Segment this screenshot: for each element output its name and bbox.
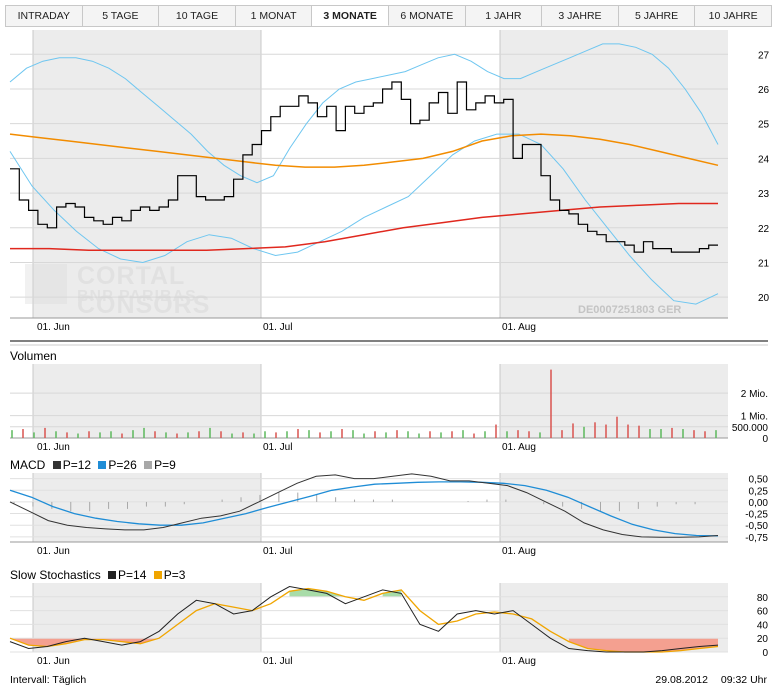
tab-10-jahre[interactable]: 10 JAHRE <box>708 10 758 22</box>
volume-shaded-region <box>33 364 261 438</box>
volume-x-tick-label: 01. Jul <box>263 442 292 453</box>
tab-intraday[interactable]: INTRADAY <box>6 6 83 26</box>
price-y-tick-label: 21 <box>758 258 770 269</box>
legend-square-icon <box>108 571 117 579</box>
price-y-tick-label: 26 <box>758 85 770 96</box>
price-y-tick-label: 23 <box>758 189 770 200</box>
moving-average-short-line <box>9 133 719 168</box>
volume-y-tick-label: 2 Mio. <box>741 389 768 400</box>
macd-shaded-region <box>33 473 261 542</box>
tab-5-tage[interactable]: 5 TAGE <box>83 6 160 26</box>
macd-y-tick-label: 0,50 <box>749 475 769 486</box>
watermark-line1: CORTAL CONSORS <box>77 262 211 319</box>
cortal-consors-watermark: CORTAL CONSORS BNP PARIBAS <box>25 262 305 319</box>
moving-average-long-line <box>10 202 718 252</box>
macd-x-tick-label: 01. Jul <box>263 546 292 557</box>
footer-time: 09:32 Uhr <box>720 674 767 686</box>
overbought-band-fill <box>289 588 346 597</box>
macd-p12-line <box>9 473 719 538</box>
stoch-y-tick-label: 20 <box>757 634 769 645</box>
footer-date: 29.08.2012 <box>655 674 708 686</box>
volume-y-tick-label: 0 <box>762 434 768 445</box>
macd-pane-title: MACD P=12 P=26 P=9 <box>10 458 176 472</box>
legend-square-icon <box>153 571 162 579</box>
macd-x-tick-label: 01. Aug <box>502 546 536 557</box>
macd-y-tick-label: -0,75 <box>745 533 768 544</box>
watermark-line2: BNP PARIBAS <box>77 288 197 305</box>
tab-3-jahre[interactable]: 3 JAHRE <box>542 6 619 26</box>
volume-pane-title: Volumen <box>10 349 57 363</box>
tab-10-tage[interactable]: 10 TAGE <box>159 6 236 26</box>
price-step-line <box>10 81 718 253</box>
price-y-tick-label: 25 <box>758 120 770 131</box>
macd-x-tick-label: 01. Jun <box>37 546 70 557</box>
stoch-x-tick-label: 01. Jun <box>37 656 70 667</box>
stoch-y-tick-label: 0 <box>762 648 768 659</box>
price-y-tick-label: 24 <box>758 154 770 165</box>
macd-shaded-region <box>500 473 728 542</box>
volume-y-tick-label: 500.000 <box>732 423 769 434</box>
bnp-logo-icon <box>25 264 67 304</box>
legend-square-icon <box>52 461 61 469</box>
overbought-band-fill <box>382 589 402 597</box>
stoch-x-tick-label: 01. Jul <box>263 656 292 667</box>
volume-x-tick-label: 01. Aug <box>502 442 536 453</box>
bollinger-lower-line <box>9 133 719 305</box>
tab-1-monat[interactable]: 1 MONAT <box>236 6 313 26</box>
macd-y-tick-label: -0,50 <box>745 521 768 532</box>
tab-6-monate[interactable]: 6 MONATE <box>389 6 466 26</box>
price-x-tick-label: 01. Jul <box>263 322 292 333</box>
price-x-tick-label: 01. Jun <box>37 322 70 333</box>
tab-3-monate[interactable]: 3 MONATE <box>312 6 389 26</box>
stoch-x-tick-label: 01. Aug <box>502 656 536 667</box>
price-y-tick-label: 20 <box>758 293 770 304</box>
isin-label: DE0007251803 GER <box>578 304 682 316</box>
stoch-p14-line <box>9 585 719 653</box>
volume-x-tick-label: 01. Jun <box>37 442 70 453</box>
stoch-y-tick-label: 40 <box>757 620 769 631</box>
volume-shaded-region <box>500 364 728 438</box>
interval-label: Intervall: Täglich <box>10 674 87 686</box>
price-shaded-region <box>33 30 261 318</box>
period-tabs: INTRADAY 5 TAGE 10 TAGE 1 MONAT 3 MONATE 6 MO… <box>5 5 772 27</box>
stoch-y-tick-label: 80 <box>757 593 769 604</box>
price-y-tick-label: 22 <box>758 224 770 235</box>
oversold-band-fill <box>10 638 160 647</box>
stochastics-pane-title: Slow Stochastics P=14 P=3 <box>10 568 186 582</box>
legend-square-icon <box>144 461 153 469</box>
tab-1-jahr[interactable]: 1 JAHR <box>466 6 543 26</box>
price-shaded-region <box>500 30 728 318</box>
timestamp: 29.08.2012 09:32 Uhr <box>645 674 767 686</box>
macd-y-tick-label: 0,25 <box>749 486 769 497</box>
legend-square-icon <box>98 461 107 469</box>
price-y-tick-label: 27 <box>758 50 770 61</box>
volume-y-tick-label: 1 Mio. <box>741 412 768 423</box>
macd-y-tick-label: 0,00 <box>749 498 769 509</box>
stoch-y-tick-label: 60 <box>757 607 769 618</box>
stoch-p3-line <box>9 587 719 653</box>
tab-5-jahre[interactable]: 5 JAHRE <box>619 6 696 26</box>
bollinger-upper-line <box>9 43 719 184</box>
macd-p26-line <box>9 481 719 537</box>
price-x-tick-label: 01. Aug <box>502 322 536 333</box>
macd-y-tick-label: -0,25 <box>745 510 768 521</box>
